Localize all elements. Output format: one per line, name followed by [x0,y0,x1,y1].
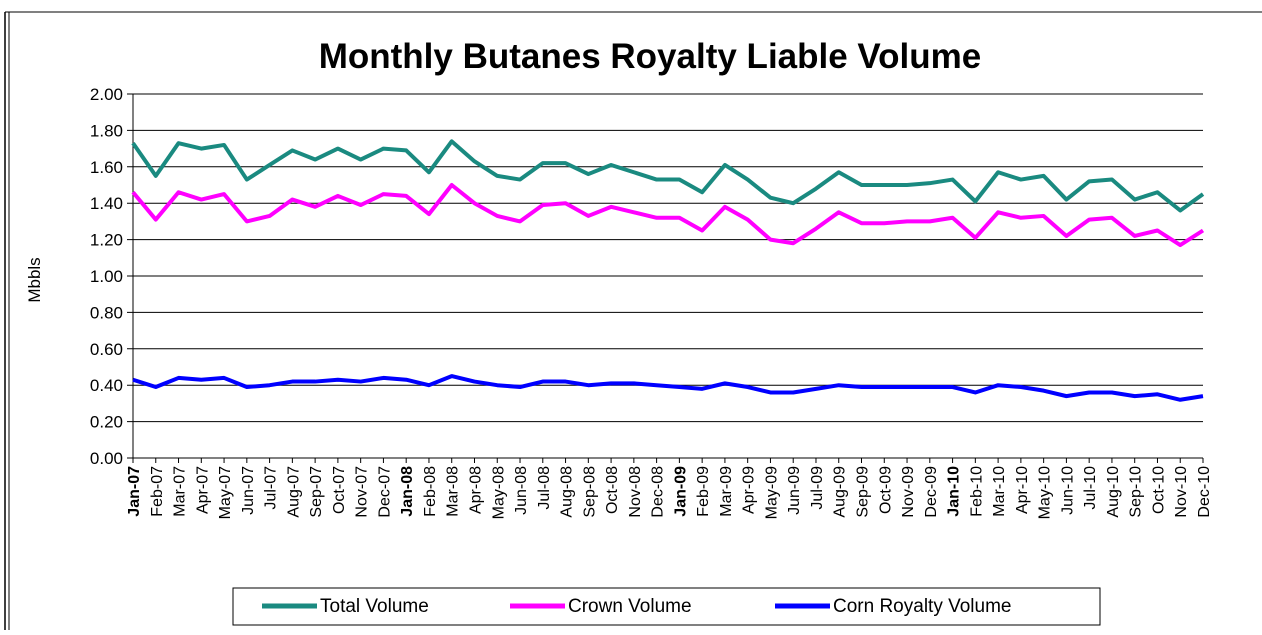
x-tick-label: Jul-07 [263,466,280,510]
x-tick-label: Dec-09 [923,466,940,518]
chart-title: Monthly Butanes Royalty Liable Volume [319,37,982,76]
x-tick-label: Oct-08 [604,466,621,514]
x-tick-label: Jun-10 [1059,466,1076,515]
x-tick-label: Nov-09 [900,466,917,518]
x-tick-label: May-09 [763,466,780,519]
x-tick-label: Jul-09 [809,466,826,510]
legend-label: Corn Royalty Volume [833,596,1011,617]
x-tick-label: Dec-10 [1196,466,1213,518]
x-tick-label: Nov-08 [627,466,644,518]
y-tick-label: 0.80 [90,303,123,322]
x-tick-label: Sep-08 [581,466,598,518]
y-tick-label: 1.60 [90,158,123,177]
x-tick-label: Aug-08 [559,466,576,518]
x-tick-label: Jun-08 [513,466,530,515]
x-tick-label: Apr-07 [194,466,211,514]
y-tick-label: 1.00 [90,267,123,286]
y-tick-label: 2.00 [90,85,123,104]
x-tick-label: May-08 [490,466,507,519]
x-tick-label: Aug-09 [832,466,849,518]
x-tick-label: May-10 [1037,466,1054,519]
x-tick-label: May-07 [217,466,234,519]
y-tick-label: 1.80 [90,121,123,140]
x-tick-label: Mar-09 [718,466,735,517]
x-tick-label: Sep-09 [855,466,872,518]
x-tick-label: Sep-07 [308,466,325,518]
y-tick-label: 0.60 [90,340,123,359]
x-tick-label: Jun-09 [786,466,803,515]
x-tick-label: Jul-10 [1082,466,1099,510]
x-tick-label: Apr-10 [1014,466,1031,514]
x-tick-label: Jan-08 [399,466,416,517]
x-tick-label: Jul-08 [536,466,553,510]
x-tick-label: Apr-09 [741,466,758,514]
x-tick-label: Nov-07 [354,466,371,518]
x-tick-label: Mar-08 [445,466,462,517]
legend-label: Total Volume [320,596,429,617]
x-tick-label: Feb-10 [968,466,985,517]
x-tick-label: Jan-09 [672,466,689,517]
x-tick-label: Jan-10 [946,466,963,517]
y-tick-label: 0.40 [90,376,123,395]
x-tick-label: Oct-07 [331,466,348,514]
y-tick-label: 1.20 [90,231,123,250]
x-tick-label: Feb-09 [695,466,712,517]
x-tick-label: Aug-10 [1105,466,1122,518]
y-axis-label: Mbbls [25,257,44,302]
y-tick-label: 1.40 [90,194,123,213]
legend [232,587,1101,626]
x-tick-label: Dec-07 [376,466,393,518]
x-tick-label: Oct-09 [877,466,894,514]
legend-label: Crown Volume [568,596,692,617]
x-tick-label: Nov-10 [1173,466,1190,518]
x-tick-label: Jun-07 [240,466,257,515]
x-tick-label: Mar-07 [172,466,189,517]
series-line [132,374,1204,402]
y-tick-label: 0.20 [90,413,123,432]
series-line [131,183,1205,248]
x-tick-label: Dec-08 [650,466,667,518]
x-tick-label: Apr-08 [467,466,484,514]
series-line [131,139,1205,213]
x-tick-label: Feb-07 [149,466,166,517]
x-tick-label: Sep-10 [1128,466,1145,518]
y-tick-label: 0.00 [90,449,123,468]
x-tick-label: Feb-08 [422,466,439,517]
x-tick-label: Oct-10 [1150,466,1167,514]
x-tick-label: Jan-07 [126,466,143,517]
x-tick-label: Mar-10 [991,466,1008,517]
x-tick-label: Aug-07 [285,466,302,518]
